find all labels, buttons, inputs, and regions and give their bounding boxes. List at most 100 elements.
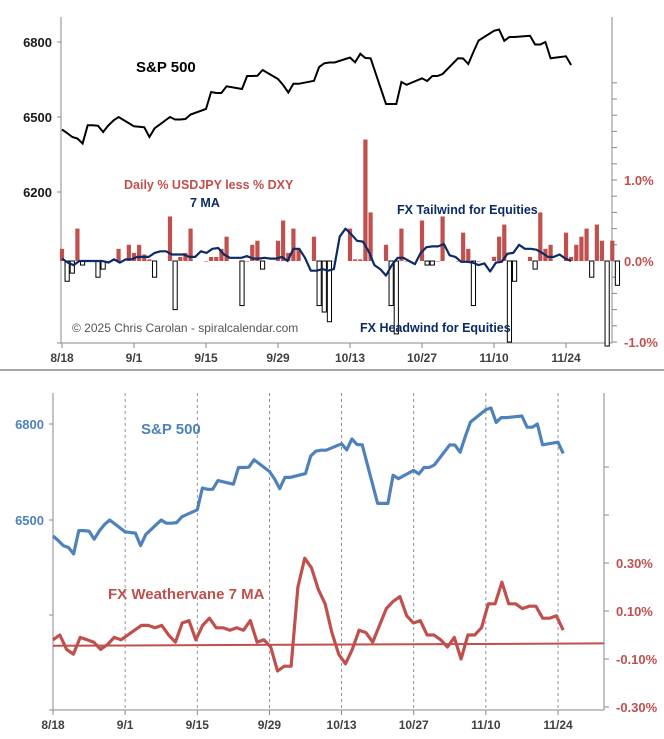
daily-bar-negative [532, 260, 538, 270]
daily-bar-positive [245, 261, 250, 262]
daily-bar-positive [286, 252, 291, 261]
x-axis-tick-label: 9/29 [258, 718, 282, 732]
copyright-label: © 2025 Chris Carolan - spiralcalendar.co… [72, 321, 298, 335]
daily-bar-positive [399, 228, 404, 261]
x-axis-tick-label: 11/10 [479, 351, 509, 365]
daily-bar-positive [183, 252, 188, 261]
daily-bar-positive [137, 244, 142, 261]
daily-bar-positive [584, 228, 589, 261]
daily-bar-positive [455, 261, 461, 262]
daily-bar-positive [368, 212, 373, 261]
left-axis-tick-label: 6800 [15, 417, 44, 432]
daily-bar-negative [604, 260, 610, 347]
x-axis-tick-label: 9/29 [266, 351, 290, 365]
daily-bar-negative [424, 260, 430, 266]
daily-bar-positive [594, 224, 599, 261]
x-axis-tick-label: 11/24 [551, 351, 581, 365]
daily-bar-positive [203, 261, 209, 262]
daily-bar-positive [476, 261, 481, 262]
right-axis-tick-label: 0.0% [624, 254, 654, 269]
top-sp-label: S&P 500 [136, 59, 196, 76]
right-axis-tick-label: 1.0% [624, 173, 654, 188]
daily-bar-negative [470, 260, 477, 307]
right-axis-tick-label: -0.10% [616, 652, 658, 667]
x-axis-tick-label: 9/1 [126, 351, 143, 365]
x-axis-tick-label: 8/18 [50, 351, 74, 365]
daily-bar-positive [574, 244, 579, 261]
tailwind-label: FX Tailwind for Equities [397, 203, 538, 217]
daily-bar-positive [126, 244, 131, 261]
daily-bar-positive [75, 228, 80, 261]
daily-bar-negative [511, 260, 518, 282]
top-chart: 6200 6500 6800 -1.0% 0.0% 1.0% 8/18 9/1 9/15 9/… [23, 17, 658, 365]
daily-bar-positive [214, 256, 219, 261]
daily-bar-negative [429, 260, 435, 266]
trendline [52, 642, 605, 647]
daily-bar-positive [209, 256, 214, 261]
daily-bar-positive [255, 240, 260, 261]
daily-bar-positive [281, 220, 286, 261]
x-axis-tick-label: 9/1 [117, 718, 134, 732]
daily-bar-positive [563, 232, 569, 261]
daily-bar-positive [579, 236, 584, 261]
daily-bar-negative [259, 260, 266, 270]
ma7-line [61, 227, 572, 277]
daily-bar-negative [172, 260, 178, 311]
daily-bar-positive [538, 212, 543, 261]
daily-bar-positive [548, 244, 553, 261]
bottom-fx-label: FX Weathervane 7 MA [108, 586, 265, 603]
left-axis-tick-label: 6500 [15, 513, 44, 528]
sp500-line [61, 28, 572, 146]
right-axis-tick-label: -1.0% [624, 335, 658, 350]
daily-bar-negative [589, 260, 595, 278]
daily-bar-positive [502, 224, 507, 261]
bottom-sp-label: S&P 500 [141, 421, 201, 438]
daily-bar-positive [219, 248, 224, 261]
daily-bar-positive [440, 216, 445, 261]
daily-bar-positive [363, 139, 368, 261]
left-axis-tick-label: 6500 [23, 110, 52, 125]
x-axis-tick-label: 8/18 [41, 718, 65, 732]
daily-bar-negative [316, 260, 322, 307]
daily-bar-positive [106, 261, 111, 262]
daily-bar-positive [497, 236, 502, 261]
daily-bar-negative [506, 260, 513, 343]
headwind-label: FX Headwind for Equities [360, 321, 511, 335]
daily-bar-positive [358, 259, 363, 261]
bottom-chart: 6500 6800 -0.30% -0.10% 0.10% 0.30% 8/18 9/1 9… [15, 393, 658, 732]
daily-bar-positive [435, 261, 440, 262]
daily-bar-negative [69, 260, 75, 274]
daily-bar-positive [404, 261, 409, 262]
daily-bar-positive [347, 228, 353, 261]
daily-bar-negative [239, 260, 245, 307]
daily-bar-positive [291, 228, 296, 261]
daily-bar-positive [353, 259, 358, 261]
right-axis-tick-label: 0.30% [616, 556, 653, 571]
daily-bar-positive [116, 248, 121, 261]
daily-bar-positive [147, 259, 152, 261]
left-axis-tick-label: 6200 [23, 185, 52, 200]
x-axis-tick-label: 9/15 [194, 351, 218, 365]
daily-bar-positive [383, 244, 389, 261]
daily-bar-negative [388, 260, 394, 307]
daily-bar-positive [461, 232, 466, 261]
daily-bar-positive [311, 236, 317, 261]
daily-bar-positive [491, 256, 497, 261]
x-axis-tick-label: 10/27 [399, 718, 429, 732]
daily-bar-positive [610, 240, 615, 261]
left-axis-tick-label: 6800 [23, 35, 52, 50]
fx-weathervane-line [52, 556, 565, 673]
daily-bar-negative [326, 260, 333, 323]
daily-bar-positive [275, 240, 281, 261]
daily-bar-positive [188, 228, 193, 261]
daily-bar-negative [614, 260, 621, 286]
daily-bar-negative [95, 260, 101, 278]
daily-bar-positive [178, 256, 183, 261]
daily-bar-positive [224, 236, 229, 261]
x-axis-tick-label: 10/27 [407, 351, 437, 365]
daily-bar-positive [599, 240, 605, 261]
daily-bar-positive [250, 244, 255, 261]
daily-bar-positive [59, 248, 65, 261]
daily-bar-positive [466, 248, 471, 261]
